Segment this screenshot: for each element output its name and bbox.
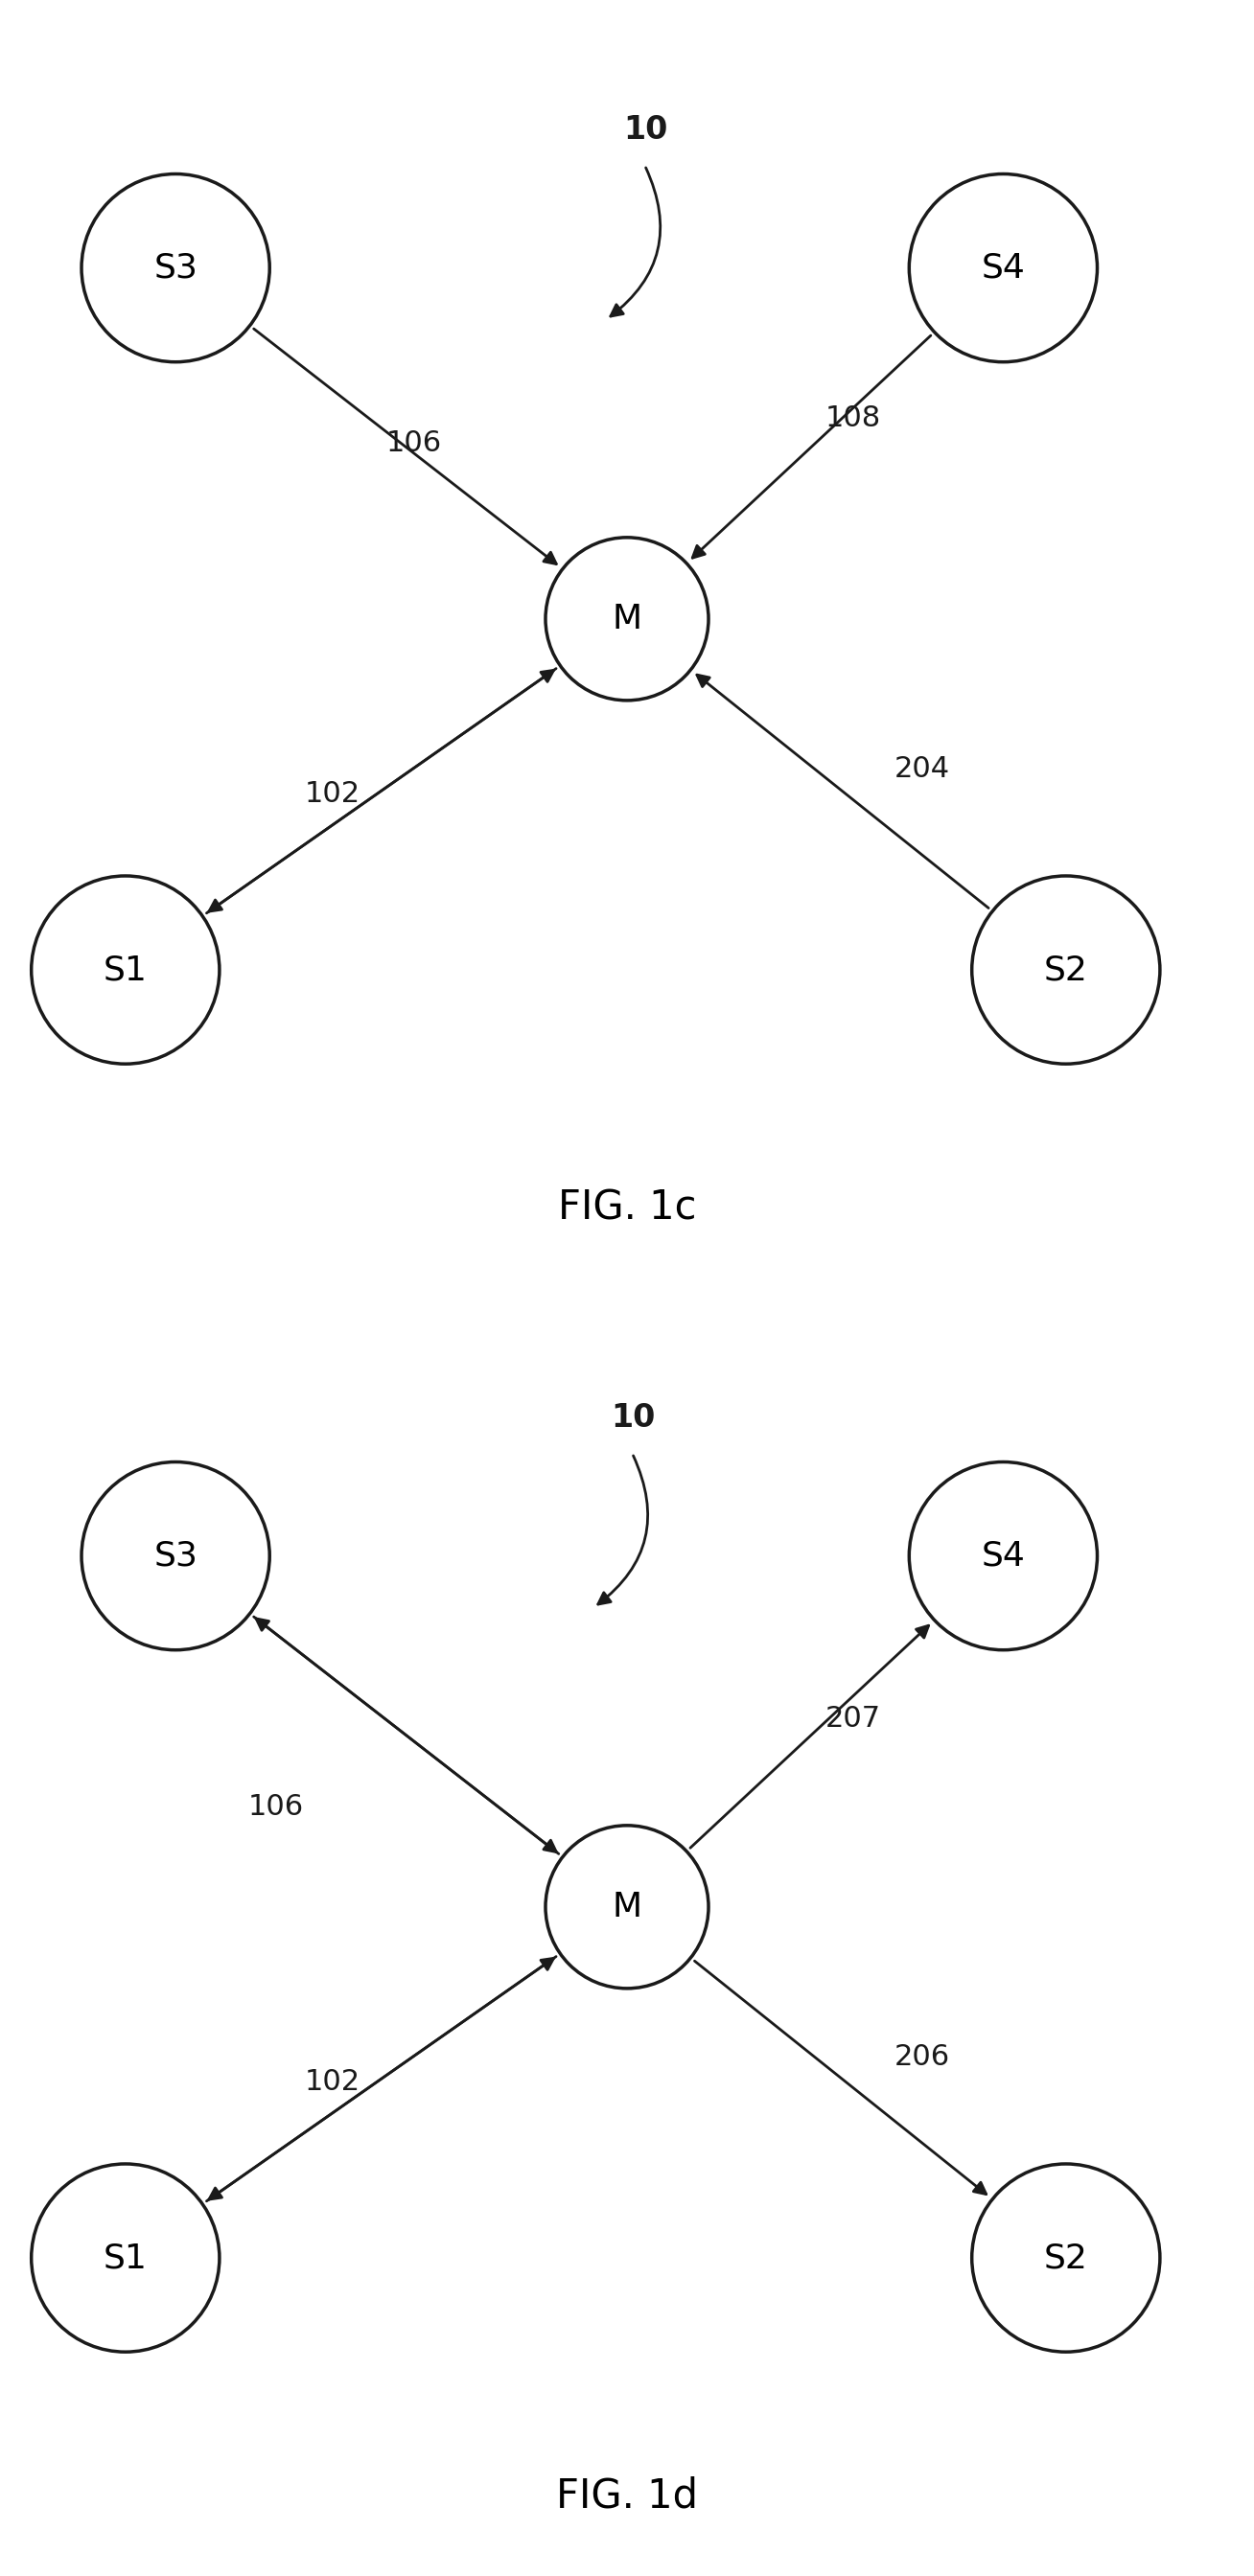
Text: 102: 102 (305, 781, 360, 809)
Circle shape (31, 2164, 219, 2352)
Text: 207: 207 (825, 1705, 880, 1734)
Text: S3: S3 (153, 1540, 198, 1571)
Text: M: M (612, 1891, 642, 1924)
Text: S2: S2 (1043, 953, 1088, 987)
Text: M: M (612, 603, 642, 636)
Circle shape (972, 2164, 1160, 2352)
Text: FIG. 1c: FIG. 1c (558, 1188, 696, 1229)
Text: S1: S1 (103, 2241, 148, 2275)
Text: 204: 204 (894, 755, 949, 783)
Circle shape (909, 175, 1097, 363)
Text: 206: 206 (894, 2043, 949, 2071)
Circle shape (545, 538, 709, 701)
Text: S4: S4 (981, 252, 1026, 283)
Text: 10: 10 (611, 1401, 656, 1435)
Text: S3: S3 (153, 252, 198, 283)
Circle shape (545, 1826, 709, 1989)
Circle shape (909, 1463, 1097, 1651)
Text: S1: S1 (103, 953, 148, 987)
Text: 108: 108 (825, 404, 880, 433)
Circle shape (82, 175, 270, 363)
Text: 102: 102 (305, 2069, 360, 2097)
Text: 106: 106 (386, 430, 441, 459)
Text: FIG. 1d: FIG. 1d (556, 2476, 698, 2517)
Text: 106: 106 (248, 1793, 303, 1821)
Text: S2: S2 (1043, 2241, 1088, 2275)
Circle shape (82, 1463, 270, 1651)
Text: 10: 10 (623, 113, 668, 147)
Circle shape (31, 876, 219, 1064)
Circle shape (972, 876, 1160, 1064)
Text: S4: S4 (981, 1540, 1026, 1571)
